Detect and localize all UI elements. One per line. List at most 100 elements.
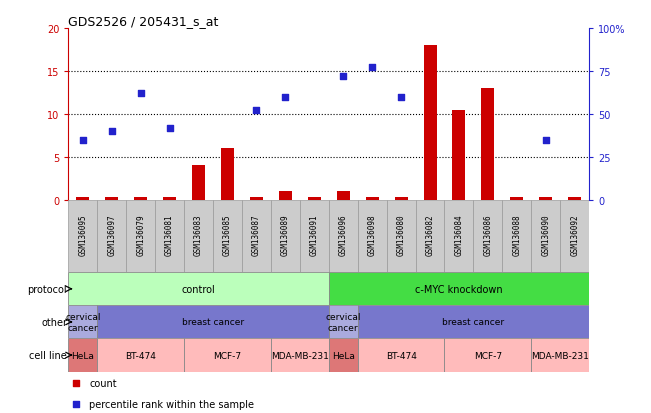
Point	[338, 74, 348, 80]
Text: cervical
cancer: cervical cancer	[326, 313, 361, 332]
Bar	[271, 200, 300, 273]
Bar	[357, 200, 387, 273]
Text: GSM136098: GSM136098	[368, 214, 377, 256]
Bar	[105, 198, 118, 200]
Bar	[184, 200, 213, 273]
Bar	[126, 200, 155, 273]
Bar	[221, 149, 234, 200]
Text: control: control	[182, 284, 215, 294]
Bar	[97, 306, 329, 339]
Bar	[445, 339, 531, 372]
Bar	[561, 200, 589, 273]
Bar	[531, 200, 561, 273]
Bar	[68, 200, 97, 273]
Bar	[163, 198, 176, 200]
Bar	[481, 89, 494, 200]
Bar	[76, 198, 89, 200]
Bar	[308, 198, 321, 200]
Text: GSM136086: GSM136086	[484, 214, 492, 256]
Text: GSM136083: GSM136083	[194, 214, 203, 256]
Text: GSM136088: GSM136088	[512, 214, 521, 256]
Text: MDA-MB-231: MDA-MB-231	[531, 351, 589, 360]
Bar	[329, 273, 589, 306]
Bar	[424, 46, 437, 200]
Bar	[97, 339, 184, 372]
Bar	[68, 273, 329, 306]
Bar	[134, 198, 147, 200]
Bar	[510, 198, 523, 200]
Text: GSM136091: GSM136091	[310, 214, 319, 256]
Point	[540, 137, 551, 144]
Bar	[329, 200, 357, 273]
Text: HeLa: HeLa	[72, 351, 94, 360]
Text: GSM136097: GSM136097	[107, 214, 117, 256]
Bar	[539, 198, 552, 200]
Bar	[213, 200, 242, 273]
Text: GSM136082: GSM136082	[426, 214, 434, 256]
Point	[71, 401, 81, 407]
Text: GSM136081: GSM136081	[165, 214, 174, 256]
Text: GSM136085: GSM136085	[223, 214, 232, 256]
Text: other: other	[41, 317, 67, 327]
Text: cervical
cancer: cervical cancer	[65, 313, 100, 332]
Point	[77, 137, 88, 144]
Point	[135, 91, 146, 97]
Bar	[329, 306, 357, 339]
Bar	[445, 200, 473, 273]
Point	[71, 380, 81, 387]
Text: percentile rank within the sample: percentile rank within the sample	[89, 399, 254, 409]
Text: count: count	[89, 378, 117, 388]
Text: MCF-7: MCF-7	[474, 351, 502, 360]
Text: GSM136079: GSM136079	[136, 214, 145, 256]
Bar	[68, 339, 97, 372]
Text: breast cancer: breast cancer	[443, 318, 505, 327]
Bar	[357, 339, 445, 372]
Bar	[357, 306, 589, 339]
Point	[280, 94, 290, 101]
Bar	[387, 200, 415, 273]
Text: GDS2526 / 205431_s_at: GDS2526 / 205431_s_at	[68, 15, 219, 28]
Bar	[184, 339, 271, 372]
Text: HeLa: HeLa	[332, 351, 355, 360]
Bar	[250, 198, 263, 200]
Bar	[68, 306, 97, 339]
Point	[251, 108, 262, 114]
Bar	[97, 200, 126, 273]
Text: breast cancer: breast cancer	[182, 318, 244, 327]
Bar	[300, 200, 329, 273]
Text: GSM136080: GSM136080	[396, 214, 406, 256]
Text: c-MYC knockdown: c-MYC knockdown	[415, 284, 503, 294]
Bar	[337, 192, 350, 200]
Text: GSM136090: GSM136090	[541, 214, 550, 256]
Bar	[568, 198, 581, 200]
Text: GSM136087: GSM136087	[252, 214, 261, 256]
Text: GSM136084: GSM136084	[454, 214, 464, 256]
Text: GSM136096: GSM136096	[339, 214, 348, 256]
Bar	[271, 339, 329, 372]
Bar	[155, 200, 184, 273]
Text: GSM136092: GSM136092	[570, 214, 579, 256]
Bar	[531, 339, 589, 372]
Bar	[395, 198, 408, 200]
Text: MCF-7: MCF-7	[214, 351, 242, 360]
Text: BT-474: BT-474	[385, 351, 417, 360]
Text: GSM136095: GSM136095	[78, 214, 87, 256]
Bar	[279, 192, 292, 200]
Text: cell line: cell line	[29, 350, 67, 360]
Text: MDA-MB-231: MDA-MB-231	[271, 351, 329, 360]
Text: protocol: protocol	[27, 284, 67, 294]
Text: GSM136089: GSM136089	[281, 214, 290, 256]
Bar	[452, 110, 465, 200]
Point	[367, 65, 378, 71]
Bar	[473, 200, 503, 273]
Bar	[503, 200, 531, 273]
Bar	[192, 166, 205, 200]
Bar	[329, 339, 357, 372]
Bar	[366, 198, 379, 200]
Bar	[415, 200, 445, 273]
Bar	[242, 200, 271, 273]
Text: BT-474: BT-474	[125, 351, 156, 360]
Point	[396, 94, 406, 101]
Point	[107, 128, 117, 135]
Point	[165, 125, 175, 132]
